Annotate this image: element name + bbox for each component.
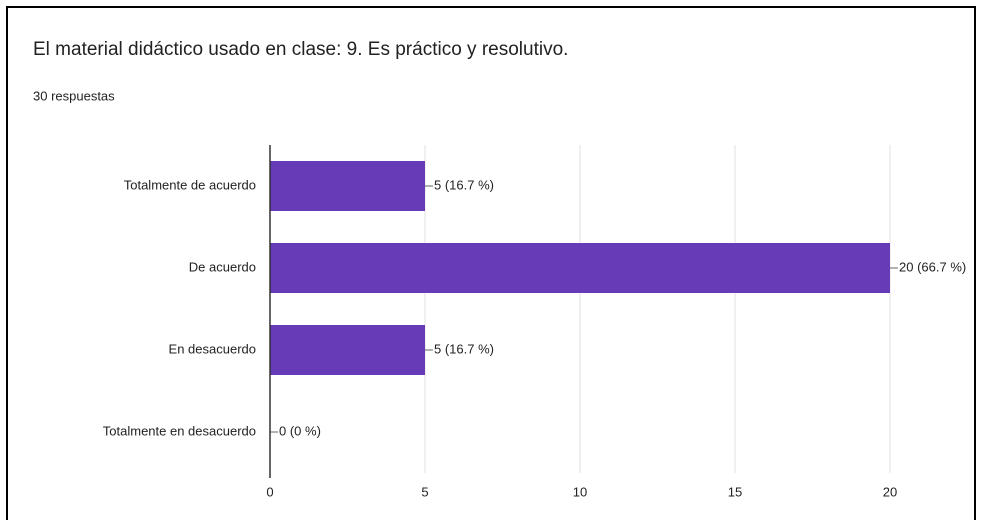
y-tick-label: Totalmente en desacuerdo: [103, 423, 256, 438]
chart-subtitle: 30 respuestas: [33, 88, 115, 103]
x-tick-label: 5: [421, 484, 428, 499]
data-label: 5 (16.7 %): [434, 341, 494, 356]
bar: [270, 243, 890, 293]
data-label: 5 (16.7 %): [434, 177, 494, 192]
y-tick-label: En desacuerdo: [169, 341, 256, 356]
y-tick-label: De acuerdo: [189, 259, 256, 274]
y-tick-label: Totalmente de acuerdo: [124, 177, 256, 192]
data-label: 20 (66.7 %): [899, 259, 966, 274]
bar: [270, 325, 425, 375]
bar: [270, 161, 425, 211]
data-label: 0 (0 %): [279, 423, 321, 438]
chart-title: El material didáctico usado en clase: 9.…: [33, 39, 568, 60]
x-tick-label: 20: [883, 484, 897, 499]
x-tick-label: 15: [728, 484, 742, 499]
x-tick-label: 0: [266, 484, 273, 499]
x-tick-label: 10: [573, 484, 587, 499]
